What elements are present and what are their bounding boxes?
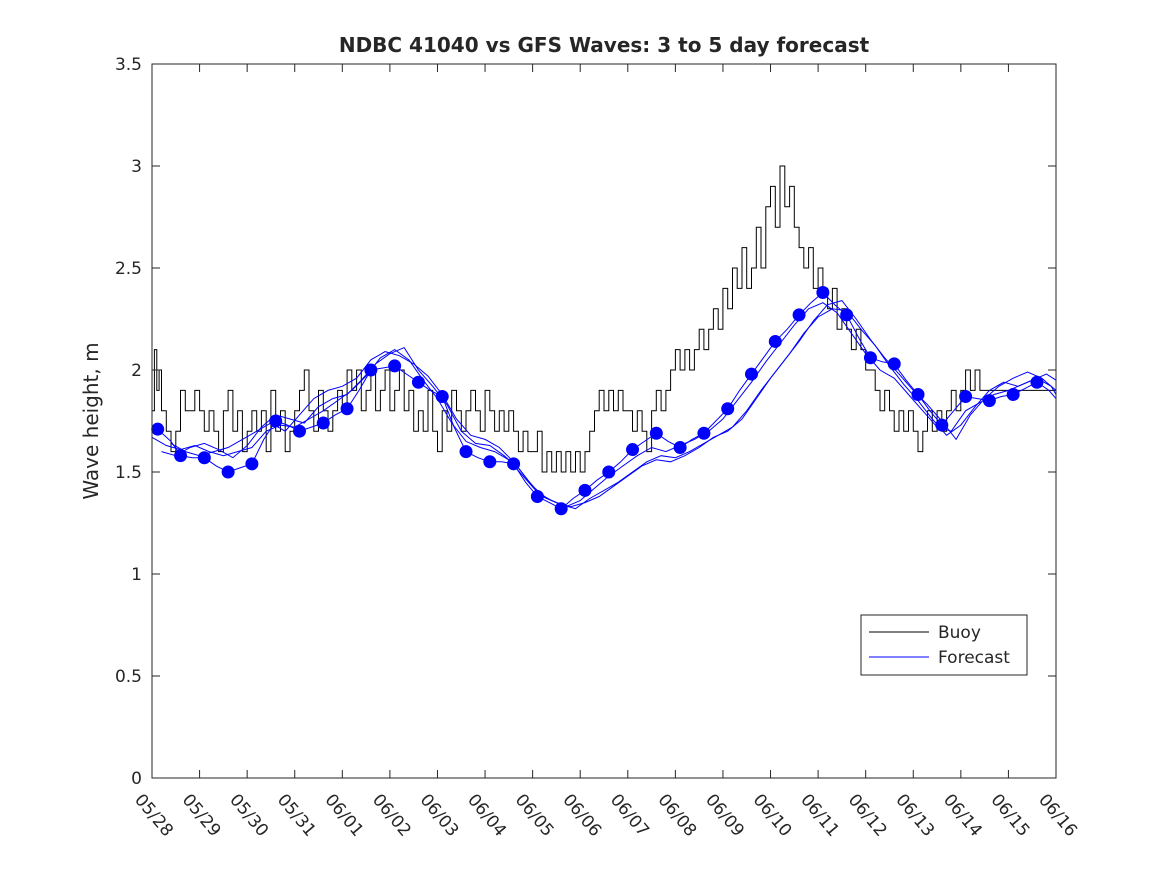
forecast-point xyxy=(483,455,497,469)
forecast-point xyxy=(697,426,711,440)
forecast-point xyxy=(316,416,330,430)
forecast-point xyxy=(364,363,378,377)
forecast-point xyxy=(197,451,211,465)
forecast-point xyxy=(887,357,901,371)
axes-box xyxy=(151,63,1057,779)
legend-forecast-label: Forecast xyxy=(938,648,1010,668)
forecast-point xyxy=(292,424,306,438)
forecast-point xyxy=(151,422,165,436)
forecast-point xyxy=(982,394,996,408)
forecast-point xyxy=(911,387,925,401)
y-tick-label: 0 xyxy=(131,769,142,789)
forecast-point xyxy=(554,502,568,516)
chart-title: NDBC 41040 vs GFS Waves: 3 to 5 day fore… xyxy=(339,33,870,57)
forecast-run-line-4 xyxy=(170,300,1057,508)
forecast-point xyxy=(530,489,544,503)
forecast-point xyxy=(649,426,663,440)
forecast-point xyxy=(388,359,402,373)
forecast-point xyxy=(221,465,235,479)
forecast-point xyxy=(245,457,259,471)
forecast-point xyxy=(721,402,735,416)
y-tick-label: 1.5 xyxy=(115,463,142,483)
legend-box xyxy=(860,614,1028,676)
y-axis-label: Wave height, m xyxy=(79,342,103,499)
y-tick-label: 2 xyxy=(131,361,142,381)
forecast-point xyxy=(174,449,188,463)
y-tick-label: 3 xyxy=(131,157,142,177)
forecast-point xyxy=(578,483,592,497)
forecast-point xyxy=(935,418,949,432)
data-layer xyxy=(151,165,1057,516)
forecast-point xyxy=(411,375,425,389)
forecast-point xyxy=(602,465,616,479)
forecast-point xyxy=(792,308,806,322)
forecast-point xyxy=(269,414,283,428)
y-tick-label: 0.5 xyxy=(115,667,142,687)
forecast-point xyxy=(1006,387,1020,401)
forecast-point xyxy=(863,351,877,365)
forecast-point xyxy=(507,457,521,471)
y-tick-label: 1 xyxy=(131,565,142,585)
forecast-point xyxy=(768,334,782,348)
forecast-point xyxy=(816,285,830,299)
legend-buoy-label: Buoy xyxy=(938,623,981,643)
forecast-point xyxy=(673,441,687,455)
forecast-point xyxy=(435,390,449,404)
forecast-point xyxy=(744,367,758,381)
legend: Buoy Forecast xyxy=(860,614,1028,676)
forecast-point xyxy=(840,308,854,322)
y-tick-label: 2.5 xyxy=(115,259,142,279)
forecast-point xyxy=(1030,375,1044,389)
buoy-series-line xyxy=(152,165,1057,473)
y-tick-label: 3.5 xyxy=(115,55,142,75)
forecast-point xyxy=(959,390,973,404)
forecast-point xyxy=(459,445,473,459)
forecast-run-line-3 xyxy=(161,308,1057,510)
forecast-point xyxy=(626,443,640,457)
forecast-point xyxy=(340,402,354,416)
